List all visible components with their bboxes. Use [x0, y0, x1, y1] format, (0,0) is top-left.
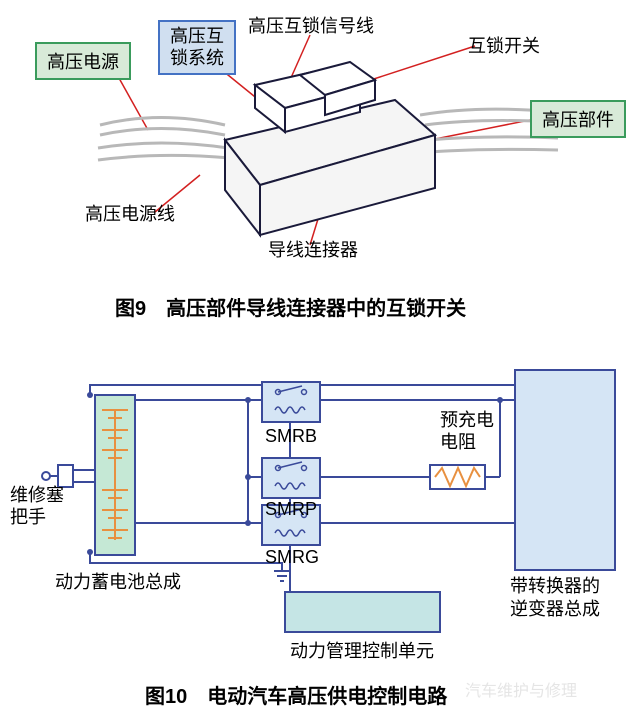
- hv-component-label: 高压部件: [542, 110, 614, 130]
- smrb-label: SMRB: [265, 426, 317, 447]
- precharge-label: 预充电 电阻: [440, 410, 494, 453]
- power-line-label: 高压电源线: [85, 200, 175, 226]
- fig10-svg: [0, 360, 640, 720]
- inverter-label: 带转换器的 逆变器总成: [510, 575, 600, 622]
- signal-line-label: 高压互锁信号线: [248, 12, 374, 38]
- connector-label: 导线连接器: [268, 236, 358, 262]
- pmcu-label: 动力管理控制单元: [290, 637, 434, 663]
- battery-label: 动力蓄电池总成: [55, 568, 181, 594]
- fig9-caption: 图9 高压部件导线连接器中的互锁开关: [115, 292, 466, 321]
- smrp-label: SMRP: [265, 499, 317, 520]
- interlock-system-box: 高压互 锁系统: [158, 20, 236, 75]
- hv-power-label: 高压电源: [47, 52, 119, 72]
- interlock-switch-label: 互锁开关: [468, 32, 540, 58]
- hv-component-box: 高压部件: [530, 100, 626, 138]
- fig10-caption: 图10 电动汽车高压供电控制电路: [145, 680, 447, 709]
- hv-power-box: 高压电源: [35, 42, 131, 80]
- interlock-system-label: 高压互 锁系统: [170, 26, 224, 68]
- service-plug-label: 维修塞 把手: [10, 485, 64, 528]
- watermark: 汽车维护与修理: [465, 677, 577, 701]
- smrg-label: SMRG: [265, 547, 319, 568]
